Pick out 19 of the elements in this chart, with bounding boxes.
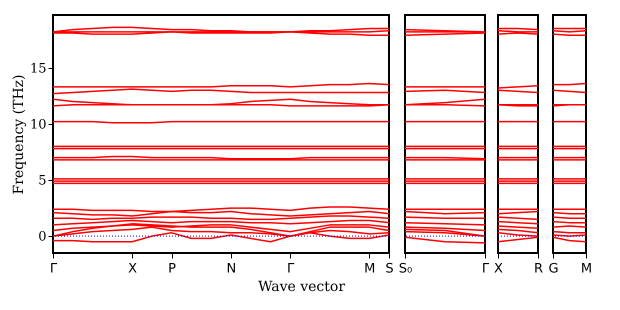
x-tick-label: Γ <box>287 262 296 276</box>
x-tick-label: N <box>226 262 236 276</box>
y-tick-label: 0 <box>38 230 46 245</box>
x-tick-label: S₀ <box>398 262 412 276</box>
y-tick-label: 15 <box>30 61 46 76</box>
x-axis-title: Wave vector <box>258 279 346 295</box>
y-axis-title: Frequency (THz) <box>10 74 27 195</box>
x-tick-label: Γ <box>50 262 58 276</box>
y-tick-label: 10 <box>30 117 46 132</box>
x-tick-label: S <box>385 262 394 276</box>
x-tick-label: X <box>128 262 138 276</box>
x-tick-label: M <box>580 262 592 276</box>
x-tick-label: G <box>548 262 559 276</box>
x-tick-label: P <box>168 262 176 276</box>
x-tick-label: X <box>494 262 504 276</box>
x-tick-label: Γ <box>482 262 490 276</box>
y-tick-label: 5 <box>38 174 46 189</box>
x-tick-label: R <box>534 262 544 276</box>
x-tick-label: M <box>364 262 376 276</box>
